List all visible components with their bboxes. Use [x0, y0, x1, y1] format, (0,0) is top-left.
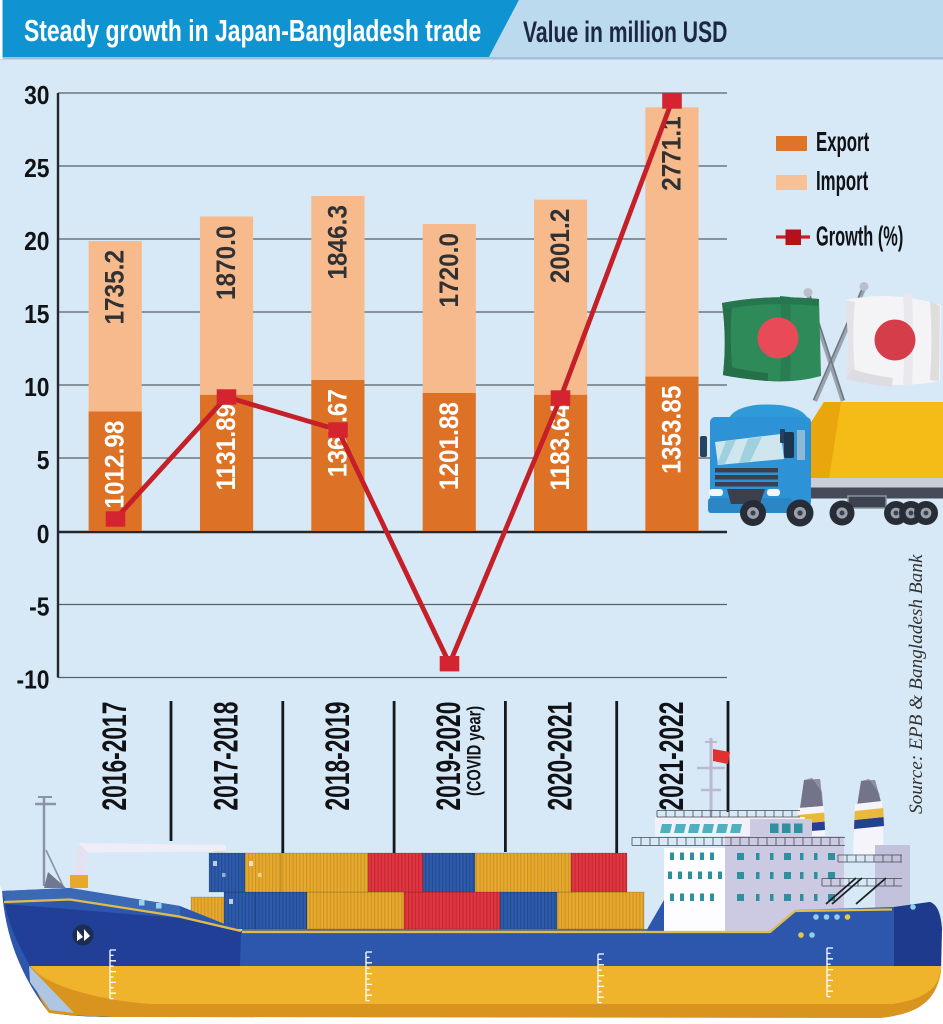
svg-text:10: 10	[24, 374, 49, 403]
svg-text:1012.98: 1012.98	[101, 421, 130, 509]
svg-text:25: 25	[24, 155, 49, 184]
svg-text:1870.0: 1870.0	[212, 226, 241, 301]
svg-text:2019-2020: 2019-2020	[431, 702, 469, 811]
svg-text:15: 15	[24, 301, 49, 330]
svg-text:2001.2: 2001.2	[546, 209, 575, 284]
svg-text:Export: Export	[816, 126, 869, 158]
svg-text:2017-2018: 2017-2018	[208, 702, 246, 811]
svg-text:1720.0: 1720.0	[435, 233, 464, 308]
svg-text:-5: -5	[29, 593, 49, 622]
svg-text:Import: Import	[816, 165, 868, 197]
svg-text:1735.2: 1735.2	[101, 250, 130, 325]
svg-text:5: 5	[37, 447, 50, 476]
svg-text:1201.88: 1201.88	[435, 402, 464, 490]
svg-text:Growth (%): Growth (%)	[816, 220, 903, 252]
svg-text:Steady growth in Japan-Banglad: Steady growth in Japan-Bangladesh trade	[24, 13, 481, 48]
svg-text:(COVID year): (COVID year)	[462, 706, 485, 796]
svg-text:2021-2022: 2021-2022	[654, 702, 692, 811]
svg-text:1131.89: 1131.89	[212, 404, 241, 491]
svg-text:2018-2019: 2018-2019	[320, 702, 358, 811]
svg-text:Source: EPB & Bangladesh Bank: Source: EPB & Bangladesh Bank	[906, 554, 927, 814]
svg-text:30: 30	[24, 82, 49, 111]
svg-text:-10: -10	[16, 666, 49, 695]
svg-text:20: 20	[24, 228, 49, 257]
svg-text:Value in million USD: Value in million USD	[523, 17, 727, 49]
svg-text:0: 0	[37, 521, 50, 550]
svg-text:1846.3: 1846.3	[324, 205, 353, 280]
svg-text:2016-2017: 2016-2017	[97, 702, 135, 811]
svg-text:1353.85: 1353.85	[658, 386, 687, 474]
svg-text:2020-2021: 2020-2021	[542, 702, 580, 811]
